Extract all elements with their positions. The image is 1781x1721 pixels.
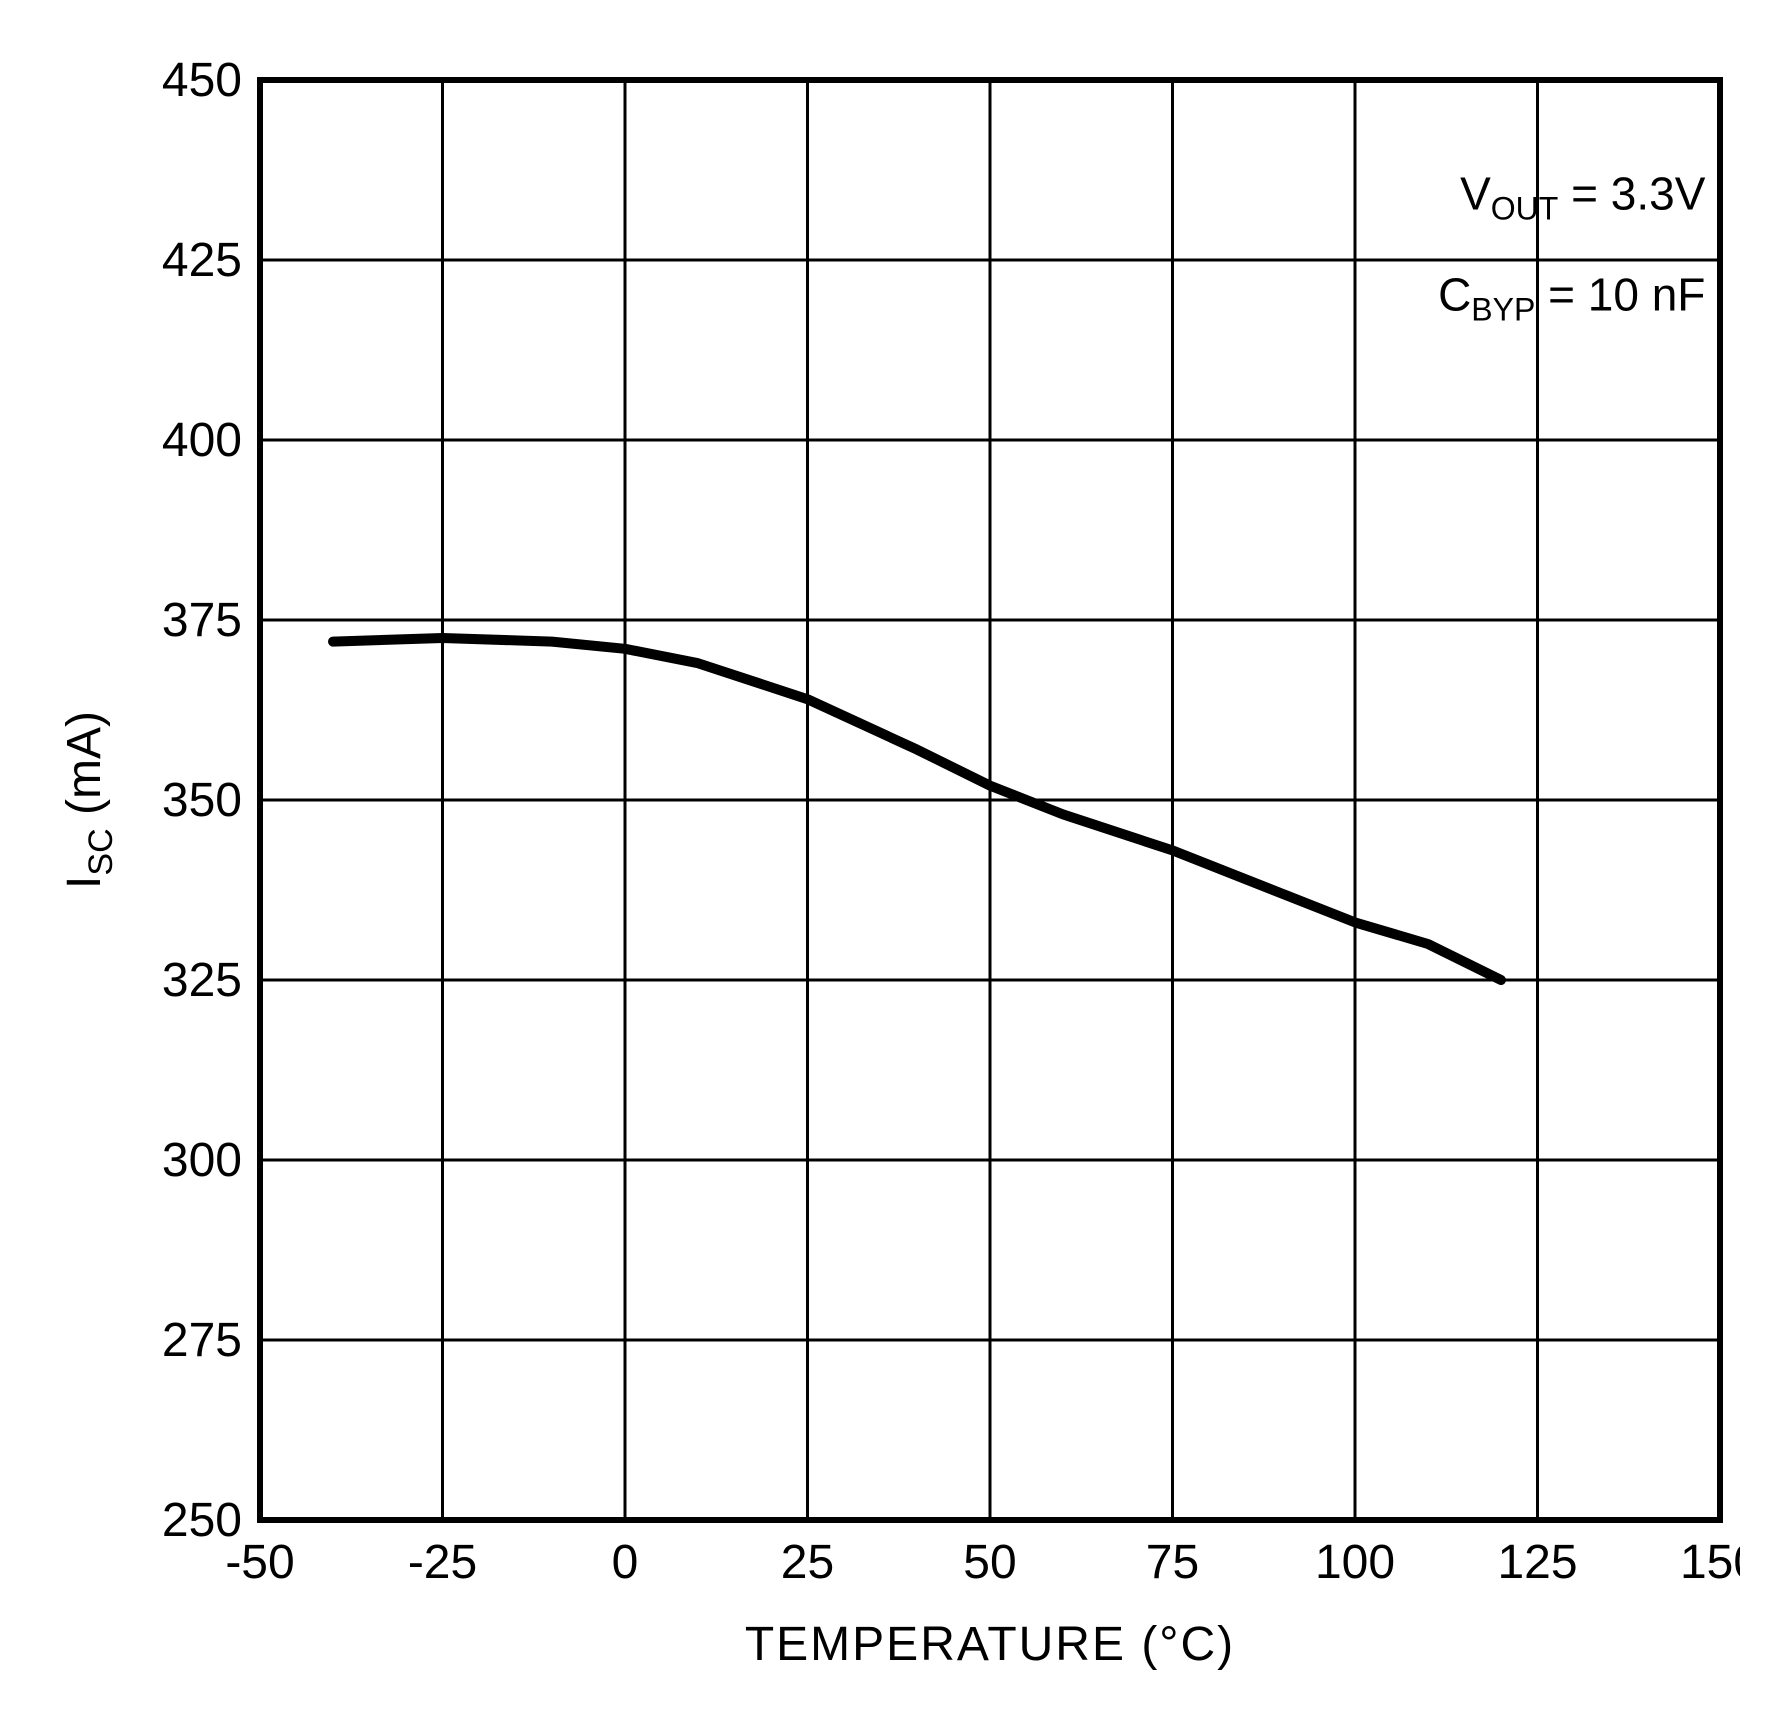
svg-text:ISC (mA): ISC (mA) xyxy=(58,711,120,889)
y-tick-label: 300 xyxy=(162,1134,242,1187)
x-tick-label: 75 xyxy=(1146,1536,1199,1589)
x-tick-label: 25 xyxy=(781,1536,834,1589)
y-tick-label: 450 xyxy=(162,54,242,107)
line-chart: -50-250255075100125150250275300325350375… xyxy=(40,40,1740,1680)
y-tick-label: 350 xyxy=(162,774,242,827)
y-axis-label: ISC (mA) xyxy=(58,711,120,889)
chart-container: -50-250255075100125150250275300325350375… xyxy=(40,40,1740,1680)
x-tick-label: -25 xyxy=(408,1536,477,1589)
y-tick-label: 275 xyxy=(162,1314,242,1367)
x-tick-label: 150 xyxy=(1680,1536,1740,1589)
x-tick-label: 0 xyxy=(612,1536,639,1589)
x-tick-label: 50 xyxy=(963,1536,1016,1589)
y-tick-label: 325 xyxy=(162,954,242,1007)
y-tick-label: 400 xyxy=(162,414,242,467)
x-tick-label: 100 xyxy=(1315,1536,1395,1589)
y-tick-label: 250 xyxy=(162,1494,242,1547)
y-tick-label: 425 xyxy=(162,234,242,287)
x-tick-label: 125 xyxy=(1497,1536,1577,1589)
y-tick-label: 375 xyxy=(162,594,242,647)
x-axis-label: TEMPERATURE (°C) xyxy=(745,1618,1235,1671)
